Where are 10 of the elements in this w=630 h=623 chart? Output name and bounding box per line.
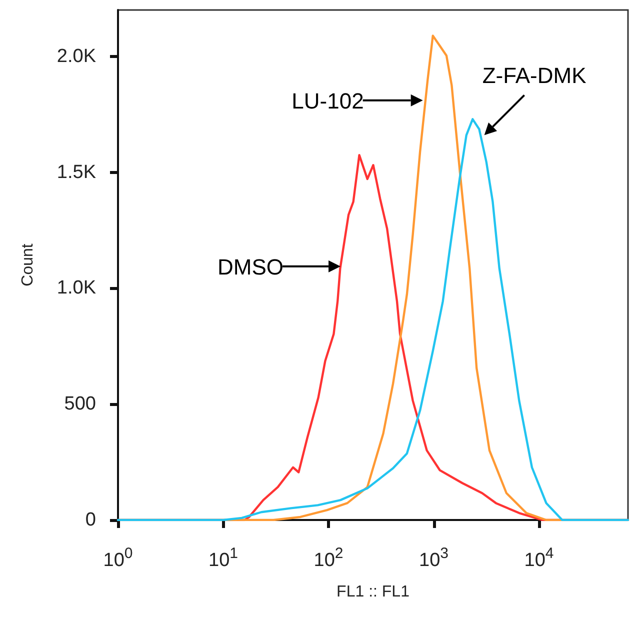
annotation: DMSO	[218, 254, 284, 280]
y-tick-label: 500	[64, 394, 96, 415]
annotation: LU-102	[292, 88, 364, 114]
y-tick-label: 1.0K	[56, 278, 96, 299]
y-tick-label: 1.5K	[56, 162, 96, 183]
y-tick-label: 2.0K	[56, 46, 96, 67]
annotation: Z-FA-DMK	[482, 63, 587, 88]
x-axis-title: FL1 :: FL1	[336, 584, 410, 600]
y-axis-title: Count	[20, 243, 36, 286]
y-tick-label: 0	[85, 510, 96, 530]
